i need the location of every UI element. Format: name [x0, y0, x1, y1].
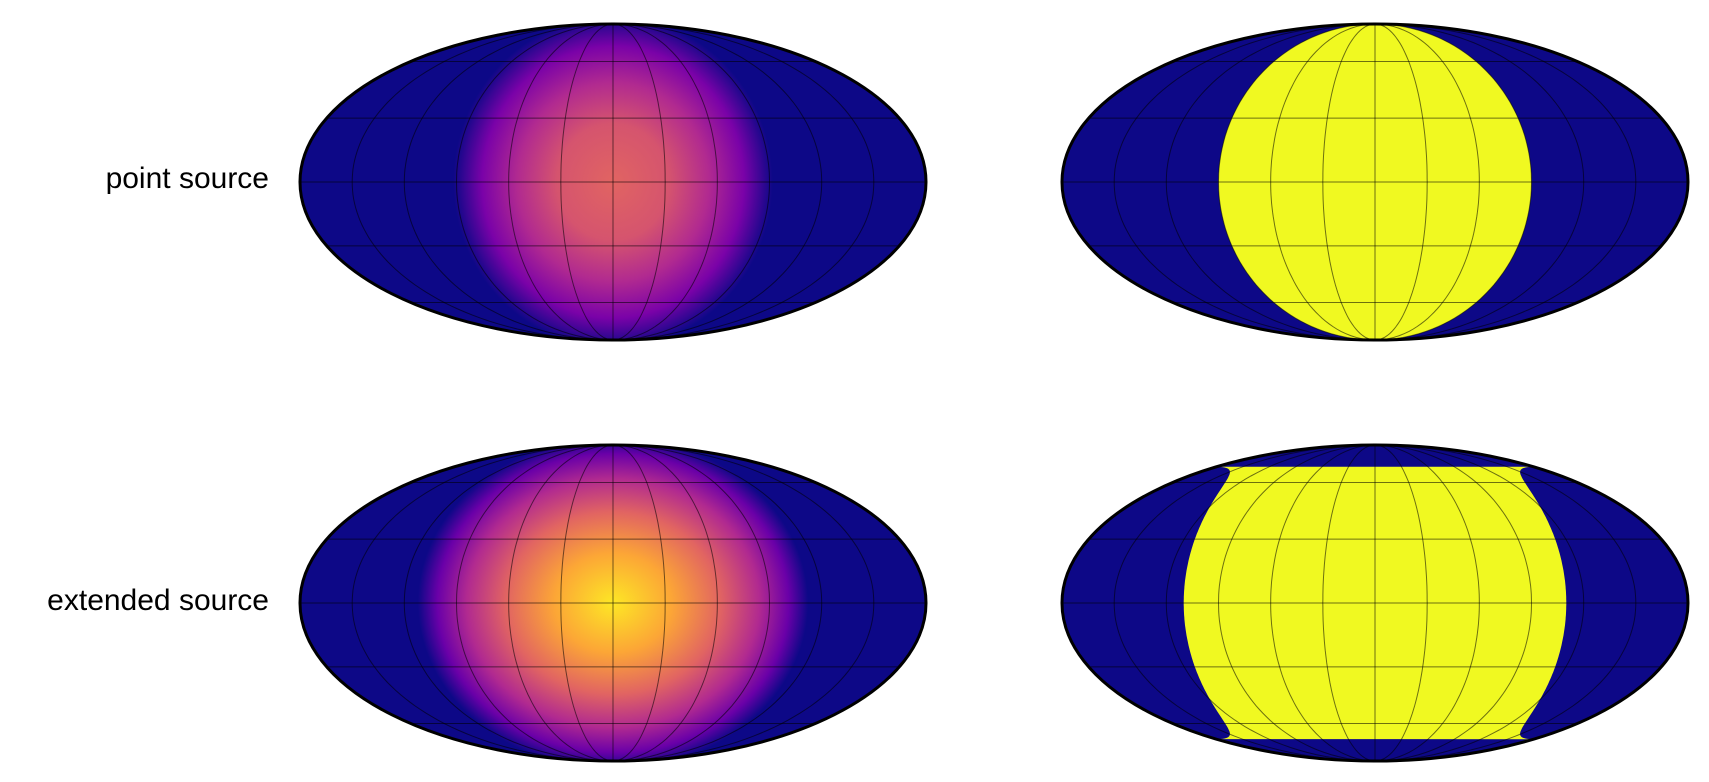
graticule-meridian: [351, 24, 614, 340]
map-outline: [1060, 22, 1690, 342]
map-point-source-mask: [1058, 20, 1692, 344]
graticule-meridian: [612, 24, 823, 340]
graticule-meridian: [1165, 445, 1376, 761]
graticule-meridian: [455, 24, 614, 340]
graticule-meridian: [612, 24, 875, 340]
map-extended-source-intensity: [296, 441, 930, 765]
graticule-meridian: [612, 445, 771, 761]
mollweide-map-svg: [1060, 443, 1690, 763]
graticule-meridian: [1217, 24, 1376, 340]
graticule-meridian: [1374, 445, 1585, 761]
map-extended-source-mask: [1058, 441, 1692, 765]
graticule-meridian: [1322, 445, 1376, 761]
graticule-meridian: [1374, 24, 1428, 340]
graticule-meridian: [612, 24, 771, 340]
graticule-meridian: [1374, 24, 1637, 340]
graticule-meridian: [612, 24, 666, 340]
graticule-meridian: [1374, 24, 1585, 340]
graticule-meridian: [560, 445, 614, 761]
graticule-meridian: [455, 445, 614, 761]
graticule-meridian: [508, 24, 614, 340]
graticule-meridian: [1270, 24, 1376, 340]
graticule-meridian: [351, 445, 614, 761]
graticule-meridian: [612, 445, 666, 761]
graticule-meridian: [1374, 445, 1480, 761]
graticule-meridian: [1374, 445, 1533, 761]
map-point-source-intensity: [296, 20, 930, 344]
graticule-meridian: [508, 445, 614, 761]
graticule-meridian: [1270, 445, 1376, 761]
map-outline: [298, 22, 928, 342]
row-label-extended-source: extended source: [47, 584, 269, 617]
graticule-meridian: [403, 24, 614, 340]
graticule-meridian: [1113, 445, 1376, 761]
graticule-meridian: [1165, 24, 1376, 340]
mollweide-map-svg: [298, 22, 928, 342]
graticule-meridian: [612, 445, 823, 761]
graticule-meridian: [1217, 445, 1376, 761]
graticule-meridian: [1322, 24, 1376, 340]
graticule-meridian: [560, 24, 614, 340]
graticule-meridian: [1374, 445, 1428, 761]
graticule-meridian: [1374, 24, 1533, 340]
graticule-meridian: [612, 445, 875, 761]
graticule-meridian: [1374, 445, 1637, 761]
graticule-meridian: [403, 445, 614, 761]
graticule-meridian: [612, 445, 718, 761]
graticule-meridian: [1374, 24, 1480, 340]
mollweide-map-svg: [1060, 22, 1690, 342]
graticule-meridian: [612, 24, 718, 340]
map-outline: [1060, 443, 1690, 763]
mollweide-map-svg: [298, 443, 928, 763]
graticule-meridian: [1113, 24, 1376, 340]
map-outline: [298, 443, 928, 763]
row-label-point-source: point source: [105, 162, 269, 195]
